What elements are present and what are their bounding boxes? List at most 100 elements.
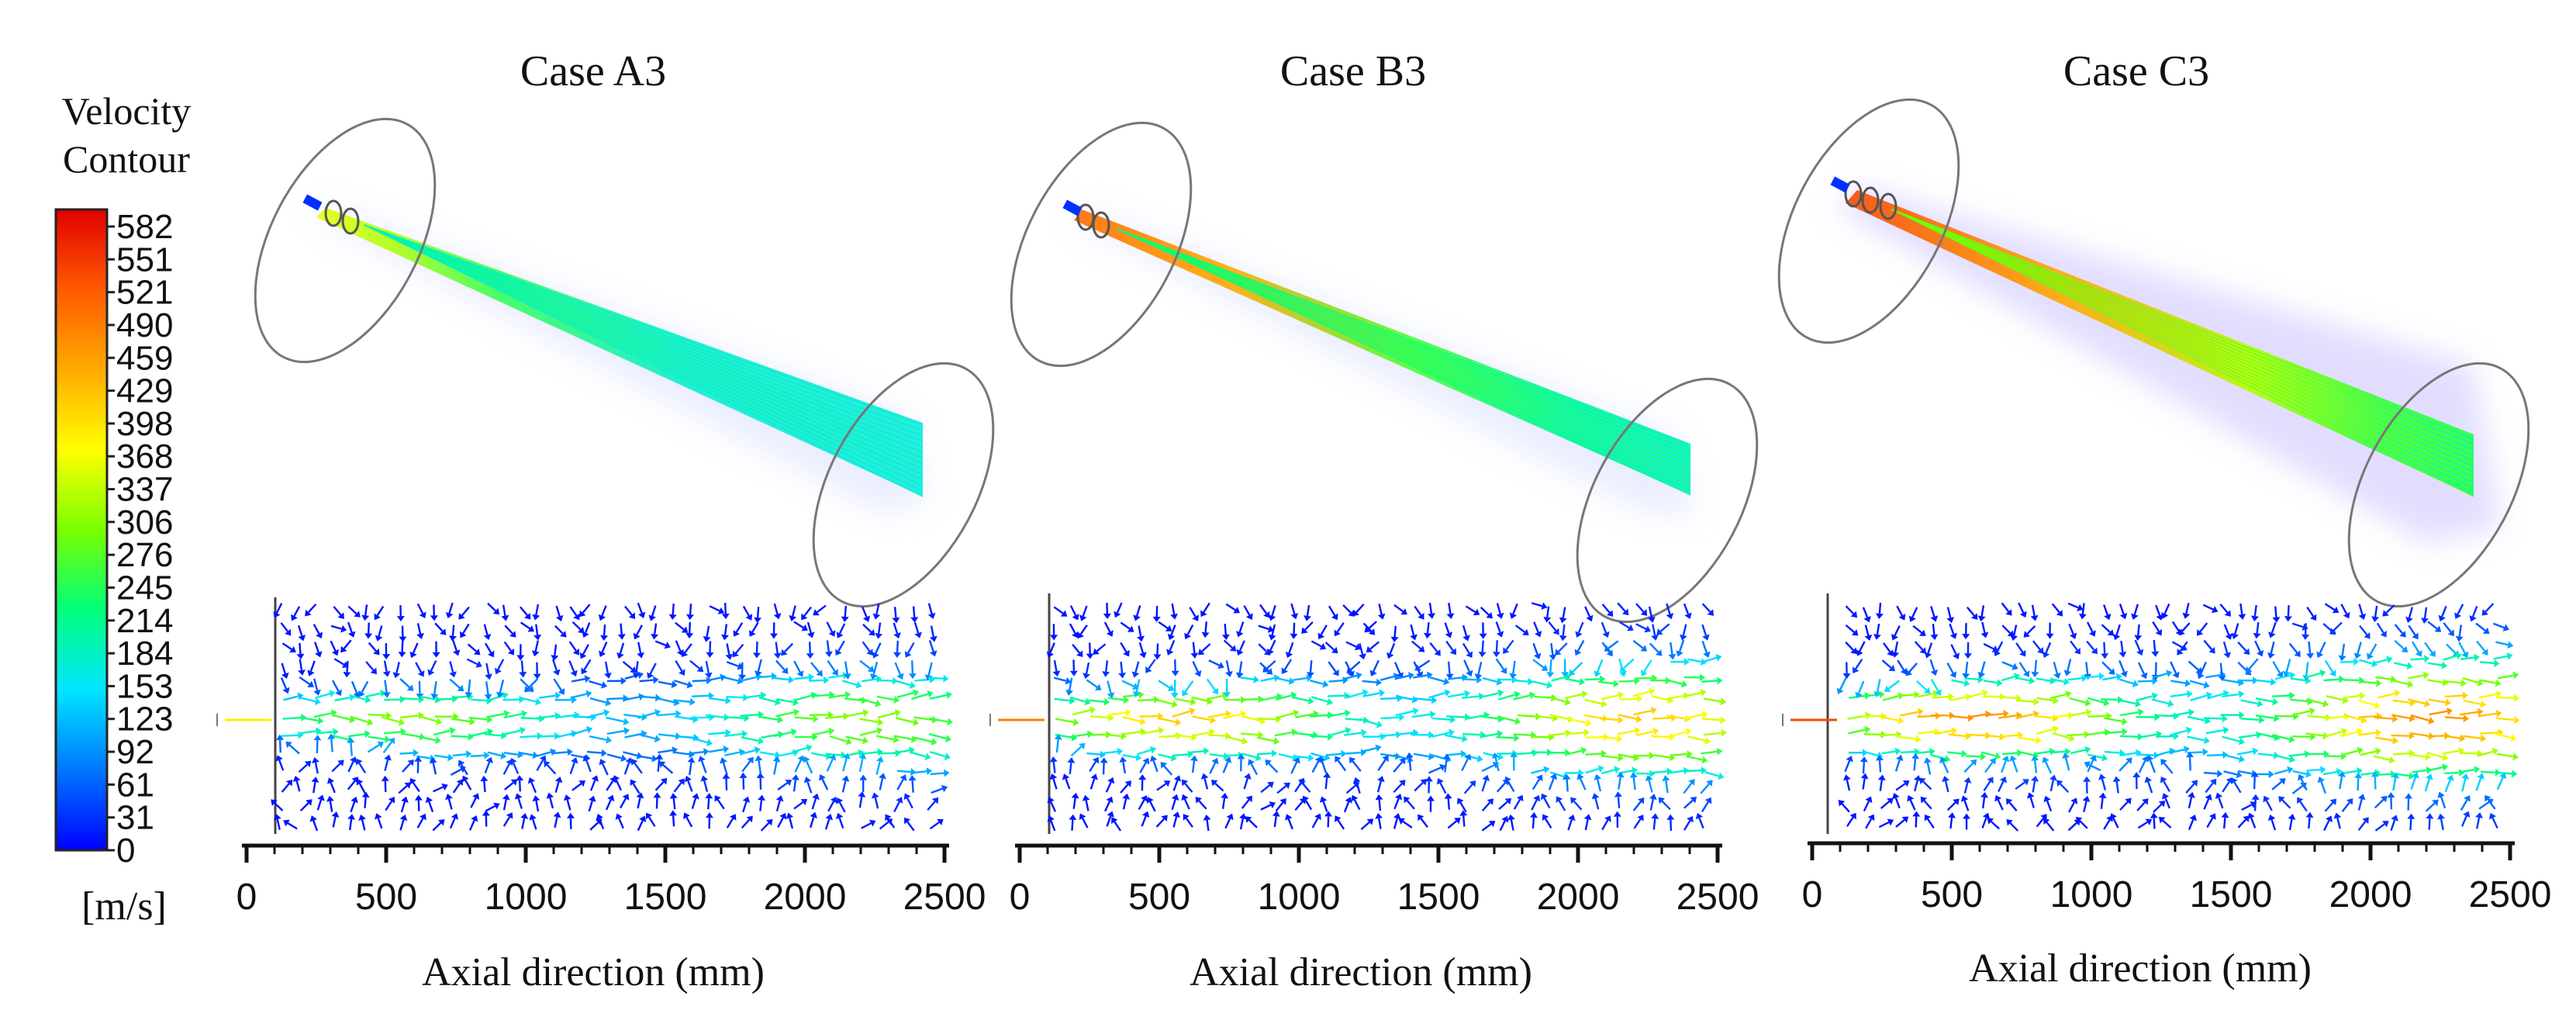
velocity-arrow (470, 797, 477, 808)
velocity-arrow (1172, 780, 1179, 791)
velocity-arrow (1225, 660, 1231, 673)
velocity-arrow (1497, 694, 1516, 701)
velocity-arrow-head (1424, 776, 1433, 782)
velocity-arrow-head (2478, 708, 2484, 716)
velocity-arrow-head (2003, 710, 2009, 718)
velocity-arrow-head (1306, 674, 1313, 682)
streamline (1116, 228, 1691, 469)
velocity-arrow-head (604, 672, 612, 679)
velocity-arrow (1138, 625, 1142, 637)
velocity-arrow (2290, 698, 2308, 703)
velocity-arrow (2205, 729, 2224, 735)
velocity-arrow-head (2341, 728, 2348, 735)
velocity-arrow (759, 800, 763, 811)
velocity-arrow-head (1641, 669, 1648, 676)
velocity-arrow (845, 735, 864, 742)
velocity-arrow-head (1650, 707, 1657, 714)
velocity-arrow (1881, 750, 1896, 755)
velocity-arrow-head (2247, 812, 2255, 819)
velocity-arrow-head (1529, 691, 1536, 700)
velocity-arrow-head (273, 814, 281, 820)
velocity-arrow-head (1720, 697, 1727, 706)
velocity-arrow-head (2426, 773, 2433, 780)
velocity-arrow (1054, 697, 1070, 702)
velocity-arrow-head (639, 815, 647, 822)
velocity-arrow (1949, 623, 1955, 635)
velocity-arrow (1862, 607, 1869, 618)
velocity-arrow (1107, 697, 1124, 701)
velocity-arrow-head (2301, 634, 2310, 640)
velocity-arrow (1701, 603, 1711, 613)
velocity-arrow (910, 751, 927, 758)
velocity-arrow-head (351, 777, 359, 784)
velocity-arrow-head (1141, 795, 1148, 802)
velocity-arrow (1362, 622, 1373, 632)
velocity-arrow (691, 797, 697, 809)
velocity-arrow (1550, 642, 1554, 656)
velocity-arrow (1240, 732, 1259, 736)
velocity-arrow-head (337, 759, 344, 766)
velocity-arrow-head (1198, 649, 1205, 656)
velocity-arrow-head (1963, 777, 1972, 784)
velocity-arrow (896, 680, 911, 687)
velocity-arrow-head (893, 696, 900, 704)
velocity-arrow-head (2371, 616, 2380, 623)
velocity-arrow-head (2146, 755, 2154, 762)
velocity-arrow-head (796, 670, 804, 677)
velocity-arrow (1257, 752, 1272, 756)
velocity-arrow-head (340, 645, 347, 653)
velocity-arrow (1369, 641, 1380, 650)
velocity-arrow (1617, 797, 1621, 808)
velocity-arrow-head (2506, 652, 2513, 660)
velocity-arrow-head (1614, 766, 1621, 774)
velocity-arrow (1462, 815, 1466, 827)
velocity-arrow (1072, 643, 1080, 654)
velocity-arrow-head (831, 669, 838, 676)
velocity-arrow-head (1644, 625, 1651, 633)
velocity-arrow-head (1079, 742, 1086, 750)
velocity-arrow (2429, 710, 2448, 716)
velocity-arrow (1184, 680, 1194, 693)
velocity-arrow (708, 732, 727, 735)
velocity-arrow-head (1683, 766, 1690, 775)
velocity-arrow-head (407, 759, 414, 766)
panel-case-a3: Case A3 0 500 1000 1500 2000 2500 Axial direc… (216, 47, 995, 995)
velocity-arrow-head (519, 671, 527, 678)
velocity-arrow (2015, 713, 2035, 719)
velocity-arrow-head (1434, 649, 1441, 656)
velocity-arrow (1584, 818, 1589, 831)
velocity-arrow-head (494, 667, 502, 675)
velocity-arrow-head (2332, 606, 2339, 614)
velocity-arrow-head (1344, 691, 1350, 700)
velocity-arrow (1411, 713, 1431, 718)
velocity-arrow-head (427, 669, 435, 676)
velocity-arrow (689, 659, 700, 669)
velocity-arrow (1203, 602, 1210, 613)
velocity-arrow (606, 730, 625, 735)
velocity-arrow (1546, 606, 1550, 618)
velocity-arrow-head (1431, 696, 1438, 704)
velocity-arrow-head (613, 775, 620, 782)
velocity-arrow-head (2132, 680, 2139, 687)
velocity-arrow-head (1920, 796, 1928, 804)
velocity-arrow-head (1618, 691, 1625, 700)
velocity-arrow (1577, 621, 1584, 633)
velocity-arrow (2287, 605, 2290, 617)
velocity-arrow (1687, 769, 1702, 773)
velocity-arrow (2036, 817, 2045, 828)
velocity-arrow (2322, 770, 2337, 776)
velocity-arrow-head (1084, 697, 1091, 706)
velocity-arrow (2443, 655, 2457, 661)
velocity-arrow (1532, 659, 1545, 669)
velocity-arrow-head (2022, 779, 2029, 786)
velocity-arrow (1350, 661, 1361, 671)
velocity-arrow-head (2257, 649, 2264, 657)
velocity-arrow (1241, 752, 1257, 759)
velocity-arrow-head (1704, 736, 1711, 745)
velocity-arrow (2440, 796, 2447, 808)
velocity-arrow-head (1267, 781, 1274, 789)
velocity-arrow-head (364, 695, 371, 704)
inlet-boundary-ring (1010, 121, 1193, 368)
velocity-arrow-head (382, 670, 391, 677)
velocity-arrow-head (1449, 715, 1456, 724)
